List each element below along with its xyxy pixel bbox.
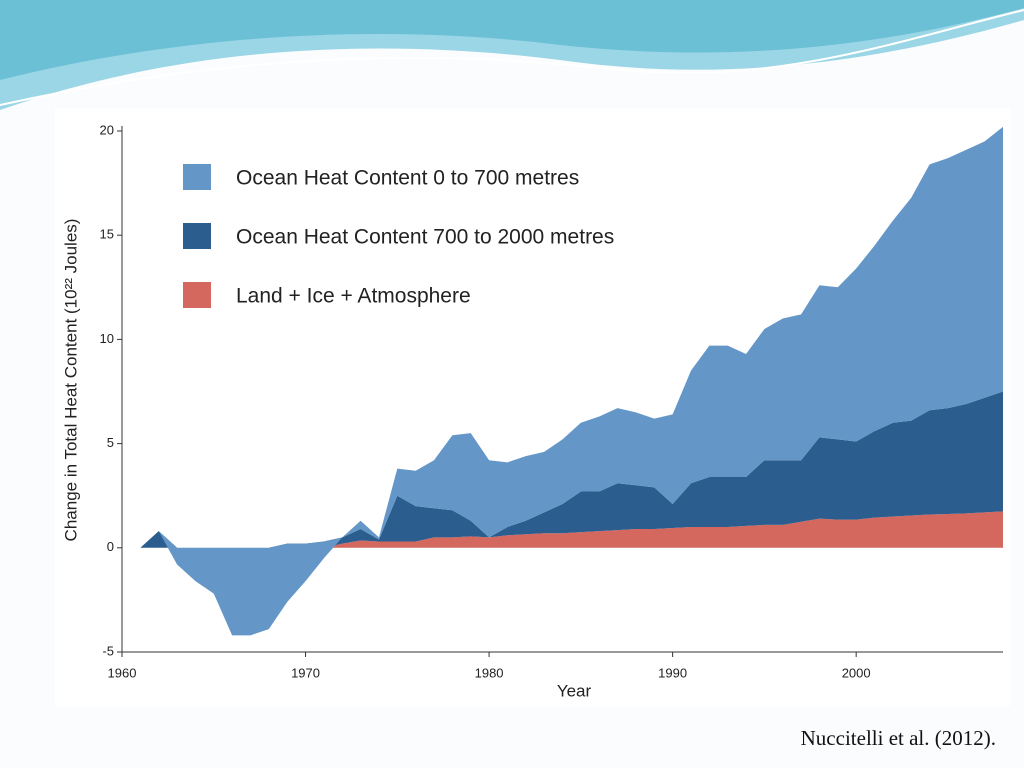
x-tick-label: 1960 bbox=[108, 665, 137, 680]
x-tick-label: 1990 bbox=[658, 665, 687, 680]
y-tick-label: 0 bbox=[107, 539, 114, 554]
area bbox=[140, 511, 1003, 548]
x-tick-label: 2000 bbox=[842, 665, 871, 680]
legend-label: Land + Ice + Atmosphere bbox=[236, 285, 471, 308]
citation: Nuccitelli et al. (2012). bbox=[801, 726, 996, 750]
chart: -5 0 5 10 15 20 1960 1970 1980 1990 2000 Ocean Heat… bbox=[100, 122, 1003, 680]
y-tick-label: 10 bbox=[100, 331, 114, 346]
x-axis-label: Year bbox=[557, 681, 592, 700]
y-tick-label: 15 bbox=[100, 227, 114, 242]
legend-swatch bbox=[183, 223, 211, 249]
banner-line bbox=[0, 9, 1024, 106]
banner-wave bbox=[0, 0, 1024, 80]
x-tick-label: 1970 bbox=[291, 665, 320, 680]
legend-swatch bbox=[183, 282, 211, 308]
legend-label: Ocean Heat Content 0 to 700 metres bbox=[236, 167, 579, 190]
y-tick-label: 20 bbox=[100, 122, 114, 137]
y-tick-label: 5 bbox=[107, 435, 114, 450]
x-tick-label: 1980 bbox=[475, 665, 504, 680]
y-axis-label: Change in Total Heat Content (10²² Joule… bbox=[61, 219, 80, 542]
legend-label: Ocean Heat Content 700 to 2000 metres bbox=[236, 226, 614, 249]
legend-swatch bbox=[183, 164, 211, 190]
area bbox=[140, 126, 1003, 636]
y-tick-label: -5 bbox=[102, 643, 114, 658]
area bbox=[140, 391, 1003, 548]
